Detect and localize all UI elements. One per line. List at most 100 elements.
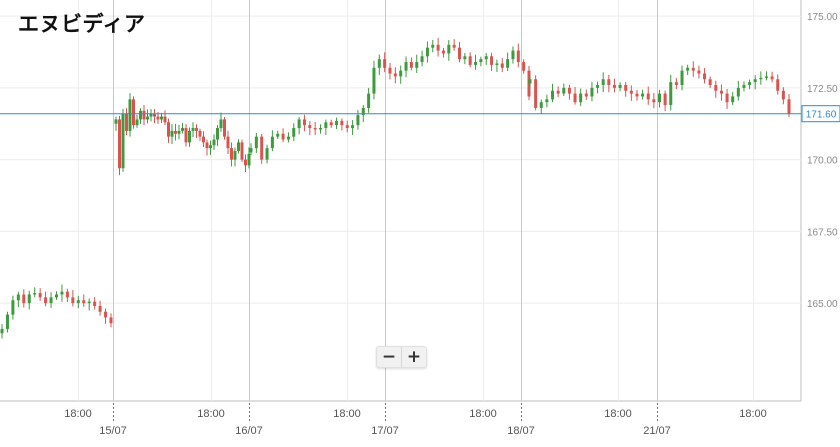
candle-body <box>223 119 226 137</box>
candle-body <box>714 84 718 91</box>
candle-body <box>708 79 712 85</box>
candle-body <box>500 63 504 68</box>
candle-body <box>579 93 583 103</box>
candle-body <box>742 84 746 88</box>
candle-body <box>776 79 780 91</box>
candle-body <box>748 82 752 85</box>
candle-body <box>191 128 195 131</box>
candle-body <box>265 148 269 160</box>
candle-body <box>226 136 230 149</box>
candle-body <box>361 107 365 116</box>
candle-body <box>281 133 285 140</box>
candle-body <box>703 73 707 80</box>
candle-body <box>436 44 440 51</box>
candle-body <box>612 84 616 88</box>
y-tick-label: 165.00 <box>807 299 838 310</box>
x-time-label: 18:00 <box>739 408 767 420</box>
candle-body <box>82 300 86 304</box>
candle-body <box>506 59 510 68</box>
candle-session <box>528 61 791 118</box>
candle-body <box>393 73 397 77</box>
x-date-label: 18/07 <box>507 425 535 437</box>
candle-body <box>539 102 543 108</box>
x-time-label: 18:00 <box>197 408 225 420</box>
candle-body <box>787 99 791 114</box>
x-time-label: 18:00 <box>64 408 92 420</box>
candle-body <box>658 93 661 103</box>
candle-body <box>230 148 233 160</box>
candle-body <box>736 87 740 97</box>
candle-body <box>93 301 97 306</box>
candle-body <box>340 120 344 126</box>
candle-body <box>167 122 170 137</box>
candle-body <box>297 119 301 129</box>
candle-body <box>22 294 26 304</box>
candle-body <box>770 76 774 80</box>
candle-body <box>551 90 555 100</box>
candle-body <box>764 76 768 78</box>
x-date-label: 15/07 <box>99 425 127 437</box>
candle-body <box>351 125 355 129</box>
candle-body <box>114 119 118 124</box>
candle-body <box>98 305 102 312</box>
candle-body <box>441 50 445 54</box>
candle-body <box>55 294 58 298</box>
candle-body <box>240 142 244 160</box>
candle-body <box>49 297 53 304</box>
candle-body <box>249 148 253 153</box>
candle-body <box>367 93 371 108</box>
candle-body <box>490 56 494 65</box>
candle-session <box>114 93 251 176</box>
candle-body <box>719 90 723 94</box>
candle-body <box>607 79 611 85</box>
candle-body <box>781 90 785 100</box>
candle-body <box>590 87 594 97</box>
zoom-out-button[interactable]: − <box>381 347 397 367</box>
candle-body <box>573 93 577 103</box>
candle-body <box>184 128 188 143</box>
candle-body <box>292 128 296 137</box>
candle-body <box>404 62 408 71</box>
candle-body <box>5 314 9 329</box>
candle-body <box>528 79 532 84</box>
candle-body <box>431 44 435 48</box>
candle-body <box>104 311 108 318</box>
candle-body <box>313 128 317 130</box>
x-time-label: 18:00 <box>604 408 632 420</box>
candle-body <box>118 119 121 169</box>
candle-body <box>618 84 622 88</box>
candle-body <box>177 130 181 134</box>
candle-body <box>686 67 690 71</box>
candle-body <box>335 120 339 126</box>
candle-body <box>463 56 467 60</box>
candle-body <box>170 130 174 137</box>
candle-body <box>44 297 48 304</box>
candle-body <box>731 96 735 103</box>
candle-body <box>468 56 472 65</box>
chart-title: エヌビディア <box>18 12 146 36</box>
candle-body <box>135 119 139 126</box>
candle-body <box>545 99 549 103</box>
candle-body <box>71 297 75 304</box>
candle-body <box>663 93 667 106</box>
candle-body <box>195 128 198 131</box>
candle-body <box>635 93 639 97</box>
candle-body <box>233 151 237 160</box>
zoom-controls: − + <box>376 346 427 368</box>
candle-body <box>329 122 333 126</box>
candle-body <box>260 136 264 160</box>
candle-body <box>146 116 149 120</box>
x-date-label: 17/07 <box>371 425 399 437</box>
candle-body <box>76 300 80 304</box>
candle-body <box>484 56 488 60</box>
candle-body <box>65 291 69 298</box>
candle-body <box>302 119 306 126</box>
candle-body <box>212 139 216 146</box>
candle-body <box>38 293 42 298</box>
zoom-in-button[interactable]: + <box>401 347 426 367</box>
candle-body <box>409 62 413 68</box>
y-tick-label: 172.50 <box>807 84 838 95</box>
candle-body <box>624 84 628 91</box>
